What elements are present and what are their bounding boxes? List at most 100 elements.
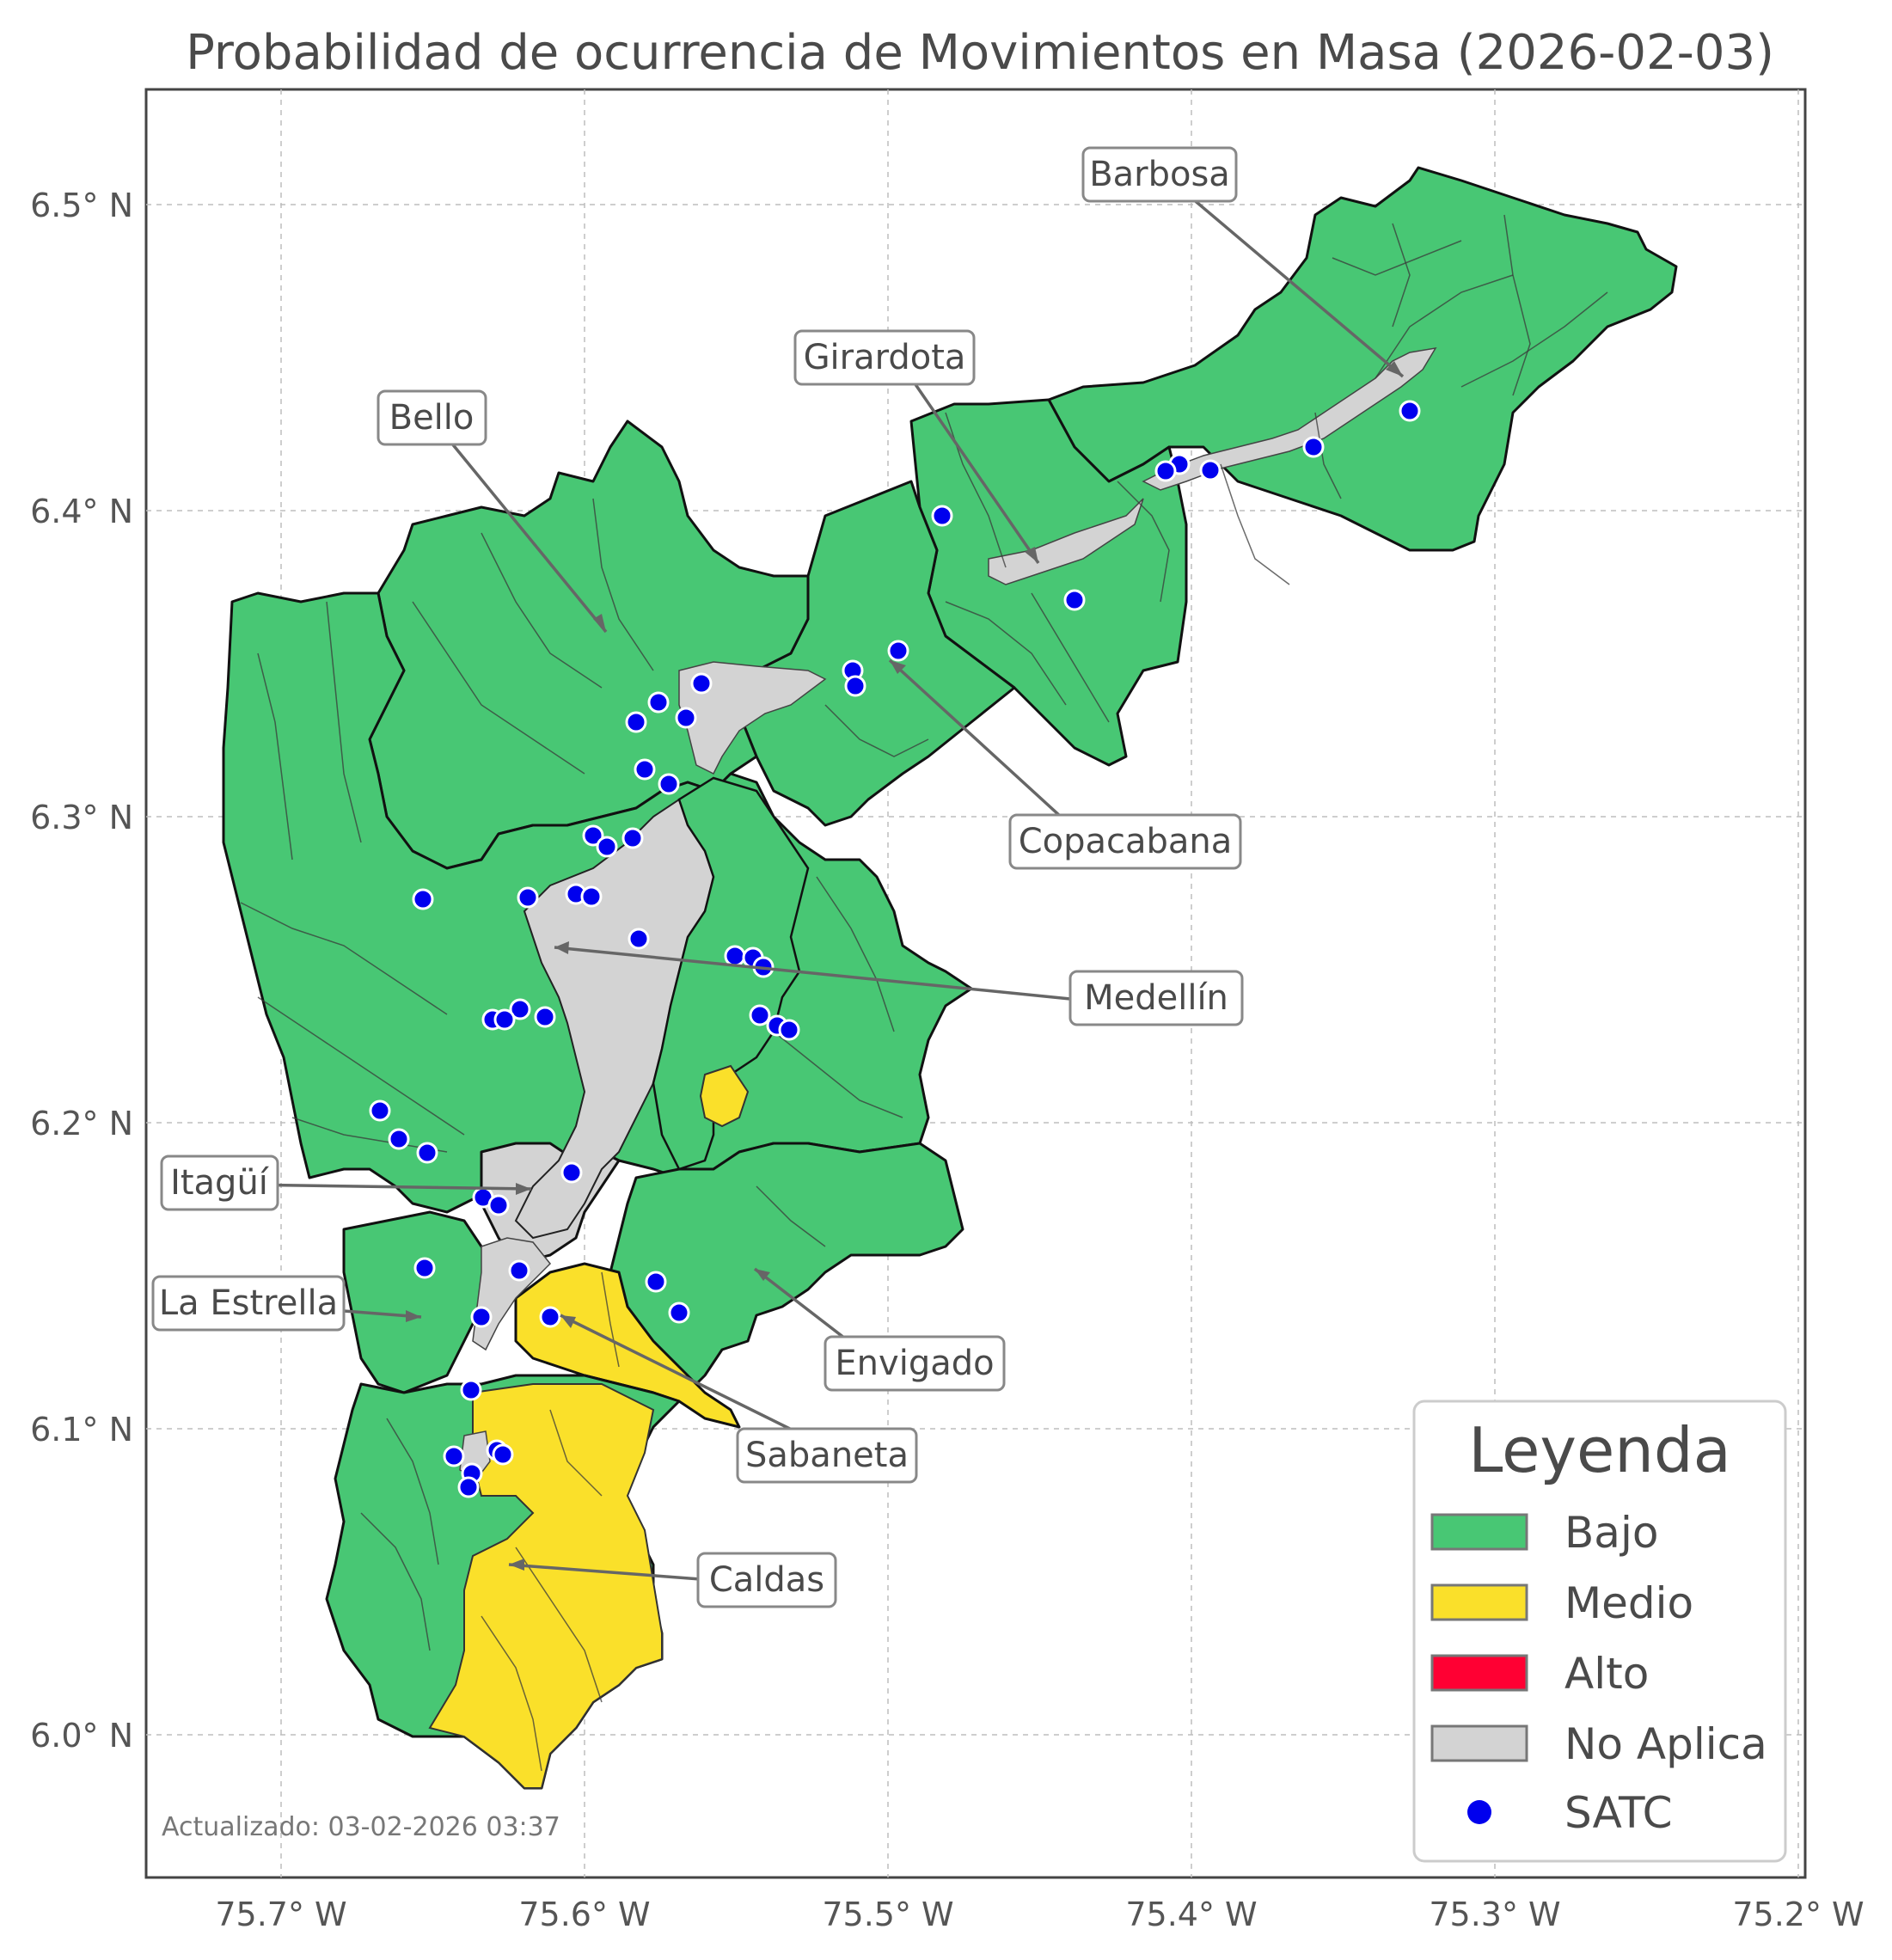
satc-station[interactable] bbox=[534, 1006, 556, 1028]
satc-station[interactable] bbox=[369, 1099, 391, 1122]
arrow-sabaneta bbox=[560, 1314, 805, 1437]
svg-text:La Estrella: La Estrella bbox=[159, 1283, 338, 1323]
satc-station[interactable] bbox=[645, 1271, 667, 1293]
legend-item-medio: Medio bbox=[1430, 1578, 1693, 1628]
caldas-medio-zone bbox=[428, 1383, 663, 1789]
legend-item-satc: SATC bbox=[1467, 1788, 1673, 1838]
legend-item-alto: Alto bbox=[1430, 1649, 1649, 1699]
callout-arrows bbox=[240, 192, 1405, 1582]
legend-swatch bbox=[1430, 1654, 1528, 1692]
satc-station[interactable] bbox=[675, 707, 697, 729]
updated-timestamp: Actualizado: 03-02-2026 03:37 bbox=[162, 1812, 560, 1842]
satc-station[interactable] bbox=[628, 928, 650, 950]
municipality-la-estrella bbox=[342, 1210, 500, 1394]
lat-tick: 6.4° N bbox=[30, 493, 133, 530]
svg-text:Medellín: Medellín bbox=[1084, 978, 1228, 1018]
satc-station[interactable] bbox=[388, 1128, 410, 1150]
satc-station[interactable] bbox=[931, 505, 953, 527]
municipality-sabaneta bbox=[514, 1262, 741, 1429]
arrow-caldas bbox=[508, 1563, 713, 1582]
legend-label: Alto bbox=[1564, 1649, 1649, 1699]
satc-station[interactable] bbox=[460, 1379, 482, 1401]
legend-label: Bajo bbox=[1564, 1508, 1658, 1558]
arrow-girardota bbox=[909, 377, 1040, 564]
callout-labels: Barbosa Girardota Bello Copacabana Medel… bbox=[151, 146, 1244, 1608]
legend-item-no-aplica: No Aplica bbox=[1430, 1719, 1767, 1769]
satc-station[interactable] bbox=[508, 1259, 530, 1282]
satc-station[interactable] bbox=[778, 1019, 800, 1041]
label-barbosa: Barbosa bbox=[1081, 146, 1238, 203]
satc-station[interactable] bbox=[668, 1302, 690, 1324]
arrow-copacabana bbox=[888, 658, 1072, 827]
legend-label: No Aplica bbox=[1564, 1719, 1767, 1769]
legend-swatch bbox=[1430, 1583, 1528, 1621]
lon-tick: 75.6° W bbox=[518, 1896, 650, 1933]
satc-station[interactable] bbox=[412, 888, 434, 910]
satc-station[interactable] bbox=[690, 672, 713, 695]
legend-swatch bbox=[1430, 1724, 1528, 1762]
satc-station[interactable] bbox=[492, 1443, 514, 1466]
satc-station[interactable] bbox=[560, 1161, 583, 1184]
lat-tick: 6.1° N bbox=[30, 1411, 133, 1449]
satc-station[interactable] bbox=[509, 998, 531, 1020]
satc-station[interactable] bbox=[749, 1004, 771, 1026]
satc-station[interactable] bbox=[596, 836, 618, 858]
satc-station[interactable] bbox=[487, 1194, 510, 1216]
girardota-urban-area bbox=[988, 498, 1144, 585]
arrow-barbosa bbox=[1185, 192, 1405, 378]
satc-station[interactable] bbox=[625, 711, 647, 733]
lon-tick: 75.5° W bbox=[822, 1896, 953, 1933]
satc-station[interactable] bbox=[493, 1008, 516, 1031]
svg-text:Bello: Bello bbox=[389, 398, 475, 438]
lon-tick: 75.4° W bbox=[1125, 1896, 1257, 1933]
label-caldas: Caldas bbox=[696, 1552, 837, 1608]
lat-tick: 6.2° N bbox=[30, 1105, 133, 1142]
arrow-itagui bbox=[240, 1183, 532, 1191]
satc-station[interactable] bbox=[1063, 589, 1086, 611]
svg-text:Caldas: Caldas bbox=[709, 1560, 824, 1600]
satc-station[interactable] bbox=[470, 1306, 493, 1328]
label-girardota: Girardota bbox=[793, 329, 976, 386]
svg-text:Envigado: Envigado bbox=[835, 1344, 994, 1383]
satc-station[interactable] bbox=[539, 1306, 561, 1328]
label-sabaneta: Sabaneta bbox=[736, 1427, 918, 1484]
legend-swatch bbox=[1430, 1513, 1528, 1551]
satc-station[interactable] bbox=[457, 1476, 480, 1498]
aburra-sur-urban-strip bbox=[472, 1237, 552, 1351]
arrow-medellin bbox=[554, 946, 1071, 1001]
label-envigado: Envigado bbox=[824, 1335, 1006, 1392]
satc-station[interactable] bbox=[582, 824, 604, 847]
satc-station[interactable] bbox=[580, 885, 603, 908]
satc-station[interactable] bbox=[887, 640, 909, 662]
lat-tick: 6.0° N bbox=[30, 1717, 133, 1755]
satc-station[interactable] bbox=[416, 1142, 438, 1164]
lon-tick-labels: 75.7° W 75.6° W 75.5° W 75.4° W 75.3° W … bbox=[215, 1896, 1864, 1933]
map-title: Probabilidad de ocurrencia de Movimiento… bbox=[186, 25, 1774, 81]
satc-station[interactable] bbox=[647, 691, 670, 714]
satc-station[interactable] bbox=[724, 945, 746, 967]
arrow-bello bbox=[450, 441, 608, 634]
legend: Leyenda Bajo Medio Alto No Aplica SATC bbox=[1412, 1400, 1787, 1863]
satc-station[interactable] bbox=[1302, 436, 1325, 458]
satc-station[interactable] bbox=[443, 1445, 465, 1467]
lon-tick: 75.2° W bbox=[1732, 1896, 1864, 1933]
satc-station[interactable] bbox=[634, 758, 656, 781]
satc-station[interactable] bbox=[621, 827, 644, 849]
satc-station[interactable] bbox=[413, 1257, 436, 1279]
municipality-barbosa bbox=[1047, 166, 1678, 552]
satc-station[interactable] bbox=[844, 675, 866, 697]
satc-station[interactable] bbox=[1399, 400, 1421, 422]
satc-station[interactable] bbox=[1154, 460, 1177, 482]
lon-tick: 75.7° W bbox=[215, 1896, 346, 1933]
label-medellin: Medellín bbox=[1068, 970, 1244, 1026]
legend-item-bajo: Bajo bbox=[1430, 1508, 1658, 1558]
satc-stations bbox=[369, 400, 1421, 1498]
satc-station[interactable] bbox=[658, 773, 680, 795]
label-itagui: Itagüí bbox=[160, 1155, 279, 1211]
label-bello: Bello bbox=[377, 389, 487, 446]
lat-tick: 6.5° N bbox=[30, 187, 133, 224]
satc-station[interactable] bbox=[517, 886, 539, 909]
envigado-medio-patch bbox=[699, 1064, 750, 1128]
satc-station[interactable] bbox=[1199, 459, 1222, 481]
